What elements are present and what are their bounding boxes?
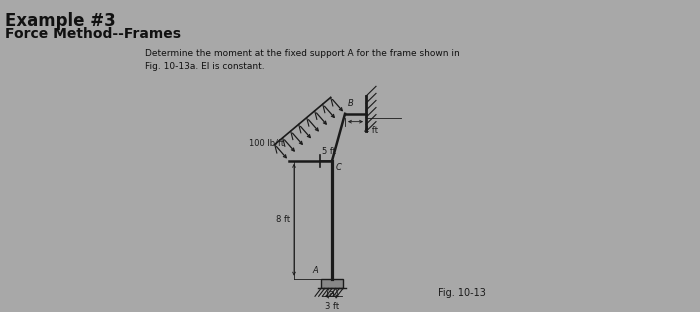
Text: Example #3: Example #3 <box>5 12 116 30</box>
Bar <box>321 279 343 288</box>
Text: 100 lb/ft: 100 lb/ft <box>249 139 284 148</box>
Text: C: C <box>336 163 342 172</box>
Text: Fig. 10-13: Fig. 10-13 <box>438 288 486 298</box>
Text: Determine the moment at the fixed support A for the frame shown in
Fig. 10-13a. : Determine the moment at the fixed suppor… <box>145 49 460 71</box>
Text: 4 ft: 4 ft <box>363 125 377 134</box>
Text: 3 ft: 3 ft <box>325 302 339 311</box>
Text: A: A <box>312 266 318 275</box>
Text: B: B <box>348 99 354 108</box>
Text: 8 ft: 8 ft <box>276 215 290 224</box>
Text: Force Method--Frames: Force Method--Frames <box>5 27 181 41</box>
Text: (a): (a) <box>326 288 339 298</box>
Text: 5 ft: 5 ft <box>322 147 336 156</box>
